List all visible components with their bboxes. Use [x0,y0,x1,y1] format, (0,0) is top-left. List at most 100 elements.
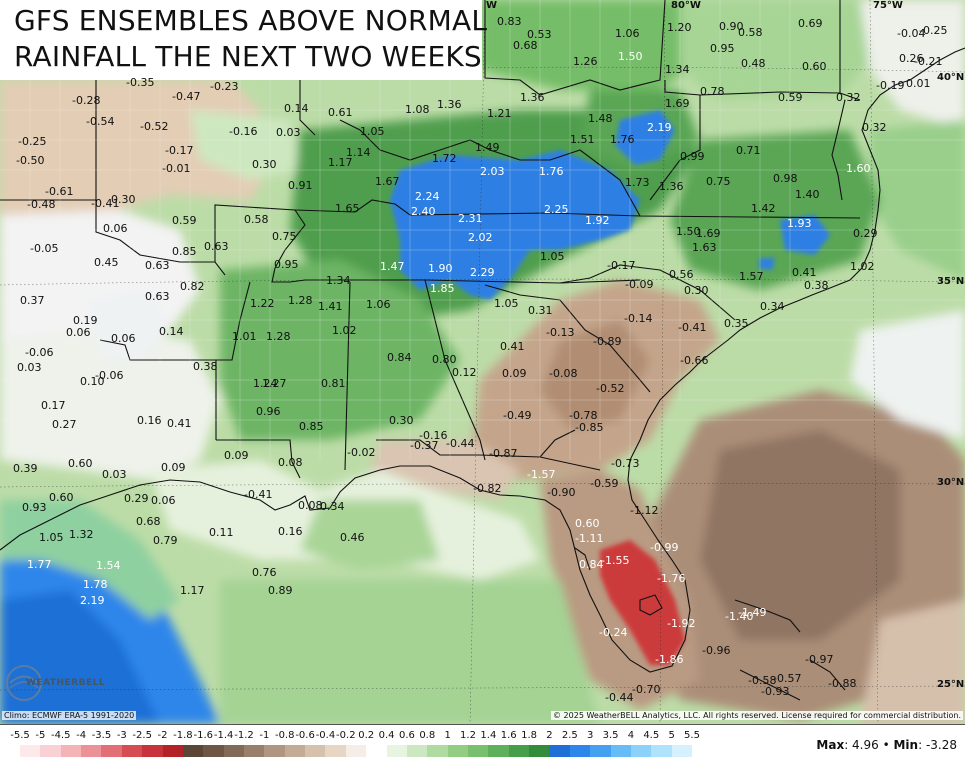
anomaly-value: 0.46 [340,531,365,544]
colorbar-label: 3 [586,730,594,741]
anomaly-value: 2.40 [411,205,436,218]
anomaly-value: 0.96 [256,405,281,418]
anomaly-value: -0.50 [16,154,45,167]
anomaly-value: 1.32 [69,528,94,541]
colorbar-swatch [630,745,652,757]
colorbar-label: -2 [157,730,168,741]
anomaly-value: 0.41 [500,340,525,353]
anomaly-value: -1.49 [738,606,767,619]
anomaly-value: -1.11 [575,532,604,545]
anomaly-value: -0.96 [702,644,731,657]
colorbar-swatch [223,745,245,757]
colorbar-swatch [142,745,164,757]
anomaly-value: 0.48 [741,57,766,70]
anomaly-value: 0.06 [151,494,176,507]
anomaly-value: 0.63 [145,259,170,272]
anomaly-value: 1.01 [232,330,257,343]
anomaly-value: 1.34 [326,274,351,287]
anomaly-value: 0.32 [862,121,887,134]
max-value: : 4.96 [844,738,879,752]
anomaly-value: -0.17 [607,259,636,272]
colorbar-swatch [488,745,510,757]
anomaly-value: -0.17 [165,144,194,157]
anomaly-value: -0.08 [549,367,578,380]
max-min-stats: Max: 4.96 • Min: -3.28 [816,738,957,752]
anomaly-value: 0.14 [159,325,184,338]
anomaly-value: 0.60 [49,491,74,504]
anomaly-value: -0.25 [919,24,948,37]
anomaly-value: 0.08 [298,499,323,512]
colorbar-swatch [244,745,265,757]
anomaly-value: 1.05 [39,531,64,544]
anomaly-value: 0.84 [579,558,604,571]
colorbar-label: -4 [76,730,87,741]
anomaly-value: 0.95 [710,42,735,55]
colorbar-label: 2.5 [561,730,578,741]
anomaly-value: 0.80 [432,353,457,366]
anomaly-value: 0.17 [41,399,66,412]
anomaly-value: 0.69 [798,17,823,30]
colorbar-label: -1.4 [213,730,234,741]
anomaly-value: -0.54 [86,115,115,128]
anomaly-value: 2.24 [415,190,440,203]
anomaly-value: 1.42 [751,202,776,215]
anomaly-value: 0.63 [204,240,229,253]
colorbar-label: 0.8 [419,730,436,741]
colorbar-swatch [305,745,326,757]
anomaly-value: 0.30 [111,193,136,206]
anomaly-value: 0.34 [320,500,345,513]
anomaly-value: -0.52 [596,382,625,395]
anomaly-value: -0.52 [140,120,169,133]
anomaly-value: 1.51 [570,133,595,146]
anomaly-value: 1.57 [739,270,764,283]
anomaly-value: 1.17 [328,156,353,169]
colorbar-swatch [549,745,571,757]
colorbar-label: -0.6 [295,730,315,741]
anomaly-value: 1.22 [250,297,275,310]
anomaly-value: 0.82 [180,280,205,293]
min-label: Min [893,738,919,752]
anomaly-value: 1.24 [253,377,278,390]
anomaly-value: 0.84 [387,351,412,364]
anomaly-value: 1.76 [539,165,564,178]
anomaly-value: 0.09 [224,449,249,462]
anomaly-value: 1.17 [180,584,205,597]
anomaly-value: -0.21 [914,55,943,68]
anomaly-value: 1.08 [405,103,430,116]
anomaly-value: -0.25 [18,135,47,148]
anomaly-value: 0.19 [73,314,98,327]
anomaly-value: 0.85 [299,420,324,433]
anomaly-value: -0.16 [419,429,448,442]
colorbar-swatch [406,745,428,757]
anomaly-value: 0.37 [20,294,45,307]
anomaly-value: -0.82 [473,482,502,495]
anomaly-value: -0.90 [547,486,576,499]
anomaly-value: 1.77 [27,558,52,571]
colorbar-swatch [20,745,41,757]
anomaly-value: 0.11 [209,526,234,539]
anomaly-value: 1.14 [346,146,371,159]
colorbar-swatch [508,745,530,757]
title-panel: GFS ENSEMBLES ABOVE NORMAL RAINFALL THE … [0,0,487,80]
anomaly-value: 0.71 [736,144,761,157]
anomaly-value: -0.89 [593,335,622,348]
anomaly-value: 0.35 [724,317,749,330]
colorbar-label: 5 [668,730,675,741]
anomaly-value: 1.60 [846,162,871,175]
colorbar-swatch [651,745,673,757]
anomaly-value: -0.99 [650,541,679,554]
colorbar-label: 1.4 [480,730,497,741]
anomaly-value: 1.27 [262,377,287,390]
anomaly-value: 0.29 [124,492,149,505]
anomaly-value: 1.63 [692,241,717,254]
anomaly-value: -0.47 [172,90,201,103]
colorbar-label: 5.5 [684,730,700,741]
anomaly-value: -0.01 [162,162,191,175]
anomaly-value: 0.06 [66,326,91,339]
colorbar-swatch [264,745,286,757]
anomaly-value: -1.40 [725,610,754,623]
anomaly-value: 0.75 [706,175,731,188]
anomaly-value: 0.27 [52,418,77,431]
anomaly-value: 1.06 [615,27,640,40]
rainfall-anomaly-map: GFS ENSEMBLES ABOVE NORMAL RAINFALL THE … [0,0,965,724]
